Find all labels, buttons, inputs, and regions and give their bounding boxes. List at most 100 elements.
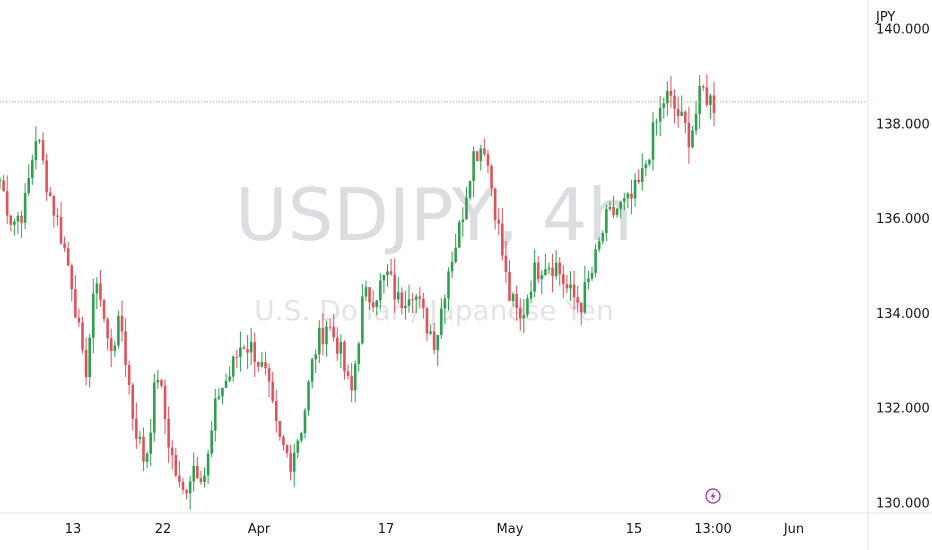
- candle: [357, 341, 361, 372]
- candle: [389, 258, 393, 276]
- candle: [429, 325, 432, 336]
- candle: [149, 418, 152, 467]
- watermark-subtitle: U.S. Dollar / Japanese Yen: [254, 294, 614, 327]
- candle: [41, 132, 45, 165]
- event-marker[interactable]: [705, 488, 721, 504]
- candle: [20, 210, 23, 238]
- candle: [601, 230, 605, 245]
- candle: [687, 106, 691, 164]
- candle: [447, 267, 450, 311]
- candle: [400, 287, 404, 315]
- candle: [117, 310, 120, 349]
- candle: [228, 366, 231, 383]
- candle: [633, 173, 637, 207]
- candle: [346, 364, 350, 380]
- candle: [332, 313, 335, 342]
- candle: [9, 214, 13, 232]
- candle: [142, 427, 145, 472]
- candle: [196, 457, 199, 480]
- candle: [497, 208, 501, 236]
- x-tick-label: 17: [378, 522, 395, 537]
- candle: [181, 477, 185, 494]
- candle: [178, 460, 181, 488]
- candle: [170, 440, 174, 470]
- candle: [662, 97, 666, 119]
- candle: [188, 475, 192, 510]
- candle: [511, 291, 515, 307]
- candle: [257, 361, 260, 372]
- x-axis[interactable]: 13 22 Apr 17 May 15 13:00 Jun: [0, 512, 932, 537]
- candle: [486, 149, 490, 174]
- y-tick-label: 140.000: [876, 22, 930, 37]
- candle: [235, 349, 239, 369]
- candle: [608, 201, 612, 211]
- candle: [501, 207, 504, 261]
- candle: [558, 256, 562, 286]
- candle: [418, 286, 422, 309]
- candle: [432, 322, 436, 354]
- candle: [540, 270, 544, 295]
- candle: [113, 340, 117, 357]
- candle: [475, 151, 479, 162]
- candle: [249, 328, 253, 365]
- y-axis[interactable]: 140.000 138.000 136.000 134.000 132.000 130.0…: [867, 0, 930, 550]
- candle: [213, 388, 217, 442]
- x-tick-label: 15: [626, 522, 643, 537]
- candle: [156, 369, 160, 389]
- candle: [651, 111, 655, 171]
- candle: [379, 273, 382, 310]
- candle: [396, 276, 400, 304]
- candle: [5, 175, 9, 225]
- candle: [583, 265, 587, 315]
- y-tick-label: 132.000: [876, 402, 930, 417]
- candle: [579, 302, 583, 326]
- candle: [404, 290, 407, 320]
- candle: [594, 243, 597, 278]
- x-tick-label: Apr: [248, 522, 271, 537]
- candle: [612, 195, 615, 219]
- candle: [77, 308, 81, 328]
- candle: [66, 241, 70, 267]
- candle: [274, 389, 278, 433]
- candle: [292, 443, 296, 488]
- candle: [468, 180, 472, 201]
- candle: [655, 118, 658, 136]
- candle: [518, 298, 522, 332]
- candle: [680, 95, 684, 117]
- candle: [361, 283, 364, 345]
- candle: [547, 262, 551, 275]
- candle: [407, 284, 411, 313]
- candle: [504, 240, 508, 283]
- candle: [23, 183, 27, 230]
- candle: [59, 201, 63, 246]
- candle: [131, 382, 135, 431]
- candle: [328, 318, 332, 331]
- candle: [296, 439, 300, 459]
- candle: [479, 144, 483, 171]
- candle: [422, 292, 425, 319]
- candle: [203, 467, 206, 488]
- candle: [30, 154, 34, 185]
- candle: [465, 186, 468, 220]
- candle: [0, 177, 2, 190]
- candle: [619, 200, 623, 219]
- candle: [45, 153, 48, 201]
- candle: [544, 253, 547, 276]
- candle: [120, 300, 124, 342]
- watermark-title: USDJPY, 4h: [235, 173, 633, 257]
- candle: [461, 207, 465, 237]
- candle: [343, 340, 346, 380]
- candle: [483, 138, 486, 157]
- candle: [630, 179, 633, 215]
- candle: [572, 270, 576, 310]
- candle: [278, 420, 282, 441]
- candle: [109, 328, 113, 368]
- y-tick-label: 136.000: [876, 212, 930, 227]
- lightning-icon[interactable]: [705, 488, 721, 504]
- candle: [99, 270, 102, 307]
- candle: [2, 175, 5, 192]
- candle: [590, 266, 594, 281]
- candle: [206, 449, 210, 485]
